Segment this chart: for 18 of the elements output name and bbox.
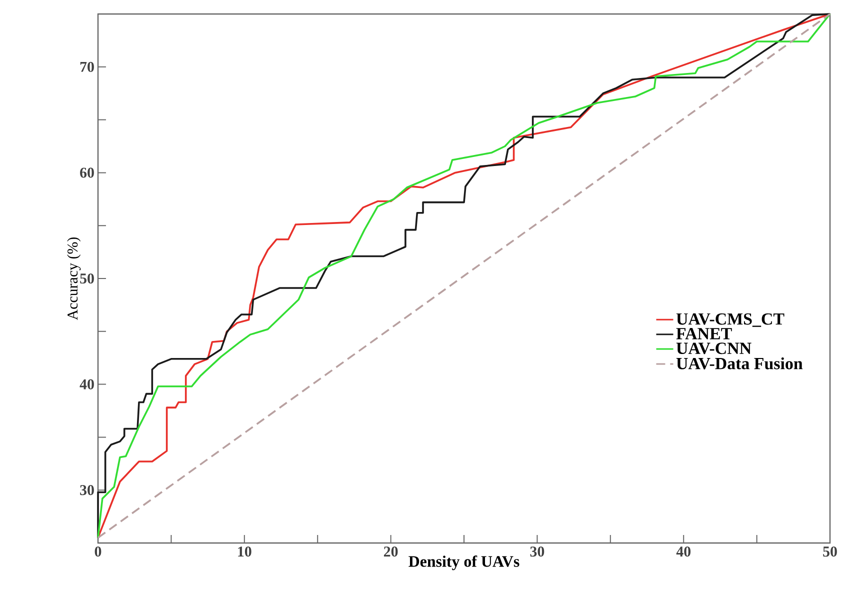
y-tick-label: 60 xyxy=(80,168,94,178)
x-tick-label: 40 xyxy=(676,546,691,557)
x-tick-label: 10 xyxy=(238,546,252,557)
x-tick-label: 30 xyxy=(530,546,544,557)
y-tick-label: 50 xyxy=(80,273,94,284)
legend-label: FANET xyxy=(676,328,732,340)
x-tick-label: 0 xyxy=(94,546,102,557)
y-tick-label: 70 xyxy=(80,62,94,72)
legend-label: UAV-CNN xyxy=(676,342,752,354)
y-axis-title: Accuracy (%) xyxy=(67,237,81,320)
x-tick-label: 20 xyxy=(384,546,398,557)
legend-label: UAV-Data Fusion xyxy=(676,357,803,370)
x-tick-label: 50 xyxy=(823,546,837,557)
legend-label: UAV-CMS_CT xyxy=(676,313,784,327)
line-series xyxy=(97,13,831,539)
y-tick-label: 40 xyxy=(80,379,94,390)
y-tick-label: 30 xyxy=(80,485,94,496)
x-axis-title: Density of UAVs xyxy=(408,555,520,570)
